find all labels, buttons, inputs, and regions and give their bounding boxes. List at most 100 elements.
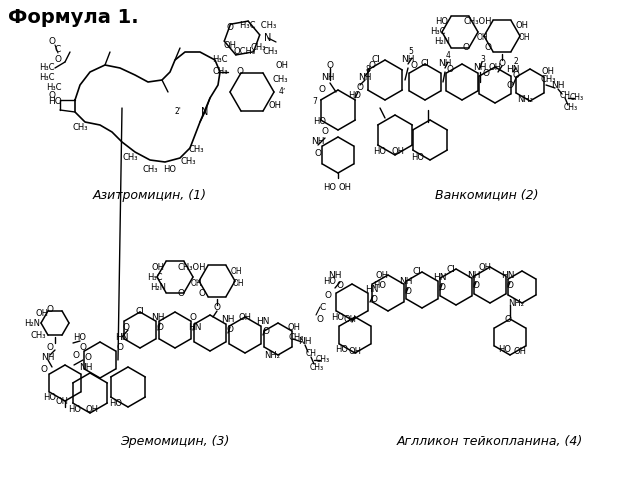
Text: OH: OH (36, 308, 49, 318)
Text: HO: HO (349, 90, 361, 100)
Text: NH: NH (438, 60, 452, 68)
Text: HO: HO (314, 118, 326, 126)
Text: O: O (72, 350, 79, 360)
Text: O: O (371, 296, 378, 304)
Text: NH: NH (151, 312, 165, 322)
Text: OH: OH (391, 148, 404, 156)
Text: CH₃: CH₃ (188, 146, 204, 154)
Text: NH: NH (298, 338, 312, 346)
Text: HN: HN (115, 332, 129, 342)
Text: H₃C: H₃C (213, 56, 228, 64)
Text: O: O (116, 342, 124, 351)
Text: O: O (262, 326, 269, 336)
Text: O: O (49, 90, 56, 100)
Text: O: O (226, 326, 234, 334)
Text: O: O (472, 282, 479, 290)
Text: CH₃: CH₃ (540, 76, 556, 84)
Text: O: O (189, 312, 196, 322)
Text: O: O (512, 72, 519, 80)
Text: O: O (122, 322, 129, 332)
Text: CH₃: CH₃ (180, 158, 196, 166)
Text: HN: HN (365, 286, 379, 294)
Text: OH: OH (151, 262, 164, 272)
Text: O: O (326, 60, 334, 70)
Text: O: O (482, 70, 489, 78)
Text: NH: NH (399, 278, 412, 286)
Text: CH₃: CH₃ (30, 330, 46, 340)
Text: OH: OH (224, 40, 236, 50)
Text: NH: NH (321, 74, 335, 82)
Text: O: O (236, 68, 244, 76)
Text: OH: OH (86, 406, 99, 414)
Text: NH₂: NH₂ (517, 96, 533, 104)
Text: OH: OH (276, 60, 289, 70)
Text: NH: NH (358, 74, 372, 82)
Text: O: O (356, 84, 364, 92)
Text: 4: 4 (446, 52, 451, 60)
Text: 3: 3 (481, 56, 486, 64)
Text: NH: NH (41, 352, 55, 362)
Text: O: O (484, 44, 491, 52)
Text: HO: HO (499, 346, 511, 354)
Text: OH: OH (476, 34, 488, 42)
Text: O: O (499, 58, 506, 68)
Text: 2': 2' (174, 108, 181, 116)
Text: H₂N: H₂N (150, 282, 166, 292)
Text: HO: HO (48, 98, 62, 106)
Text: HO: HO (164, 166, 176, 174)
Text: Эремомицин, (3): Эремомицин, (3) (120, 436, 230, 448)
Text: OH: OH (190, 278, 202, 287)
Text: HO: HO (69, 406, 81, 414)
Text: O: O (462, 44, 469, 52)
Text: OH: OH (344, 316, 356, 324)
Text: 7: 7 (312, 98, 318, 106)
Text: O: O (199, 288, 206, 298)
Text: C: C (320, 302, 326, 312)
Text: HN: HN (501, 272, 515, 280)
Text: O: O (156, 322, 164, 332)
Text: O: O (411, 60, 418, 70)
Text: CH₃: CH₃ (262, 48, 278, 56)
Text: OH: OH (479, 262, 491, 272)
Text: 8: 8 (366, 66, 371, 74)
Text: HO: HO (374, 148, 386, 156)
Text: OH: OH (56, 396, 69, 406)
Text: O: O (314, 150, 321, 158)
Text: HN: HN (433, 274, 447, 282)
Text: NH: NH (551, 80, 565, 90)
Text: H₂N: H₂N (24, 318, 40, 328)
Text: Cl: Cl (136, 308, 144, 316)
Text: CH₃: CH₃ (564, 104, 578, 112)
Text: HO: HO (44, 392, 56, 402)
Text: H₂N: H₂N (434, 38, 450, 46)
Text: O: O (369, 60, 376, 70)
Text: Cl: Cl (412, 268, 421, 276)
Text: NH: NH (473, 64, 487, 72)
Text: HO: HO (436, 18, 449, 26)
Text: N: N (264, 33, 272, 43)
Text: H₃C: H₃C (430, 28, 446, 36)
Text: NH: NH (468, 272, 481, 280)
Text: O: O (506, 80, 514, 90)
Text: OH: OH (269, 100, 281, 110)
Text: OH: OH (376, 270, 389, 280)
Text: O: O (506, 282, 514, 290)
Text: CH: CH (306, 350, 316, 358)
Text: 5: 5 (409, 48, 414, 56)
Text: HO: HO (324, 184, 336, 192)
Text: C: C (55, 46, 61, 54)
Text: CH: CH (559, 90, 571, 100)
Text: OH: OH (489, 62, 501, 72)
Text: O: O (446, 66, 454, 74)
Text: H₃C: H₃C (46, 84, 62, 92)
Text: O: O (49, 38, 56, 46)
Text: O: O (84, 352, 91, 362)
Text: O: O (404, 288, 411, 296)
Text: HN: HN (506, 66, 520, 74)
Text: O: O (177, 288, 184, 298)
Text: O: O (324, 290, 331, 300)
Text: H₃C: H₃C (148, 272, 162, 281)
Text: OH: OH (230, 266, 242, 276)
Text: O: O (439, 284, 446, 292)
Text: NH: NH (311, 138, 325, 146)
